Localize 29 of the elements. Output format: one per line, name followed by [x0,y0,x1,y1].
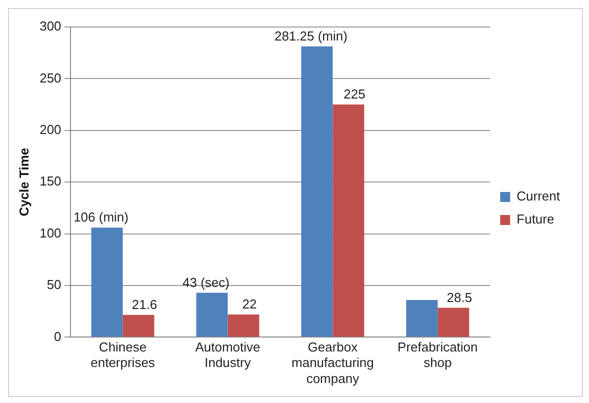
y-tick-label: 150 [40,174,62,189]
y-tick-label: 250 [40,70,62,86]
data-label: 225 [344,86,366,102]
y-axis-title: Cycle Time [16,148,32,216]
bar [332,104,364,337]
y-tick-label: 300 [40,18,62,34]
data-label: 22 [242,296,257,312]
bar [228,314,260,337]
legend-label: Current [516,188,560,204]
x-tick-label: Automotive Industry [195,340,260,370]
y-tick-label: 50 [46,277,62,292]
data-label: 28.5 [446,290,472,305]
data-label: 21.6 [132,296,158,312]
y-tick-label: 100 [40,225,62,240]
bar [122,314,154,337]
legend-label: Future [516,212,554,227]
data-label: 106 (min) [74,210,128,225]
bar [438,308,470,337]
data-label: 281.25 (min) [274,28,348,44]
x-tick-label: Gearbox manufacturing company [292,340,374,386]
bar [406,300,438,337]
data-label: 43 (sec) [182,274,230,290]
bar [301,46,333,337]
bar [196,292,228,337]
y-tick-label: 200 [40,122,62,137]
x-tick-label: Prefabrication shop [398,340,478,370]
x-tick-label: Chinese enterprises [90,340,156,370]
bar [91,228,123,337]
y-tick-label: 0 [54,328,62,344]
